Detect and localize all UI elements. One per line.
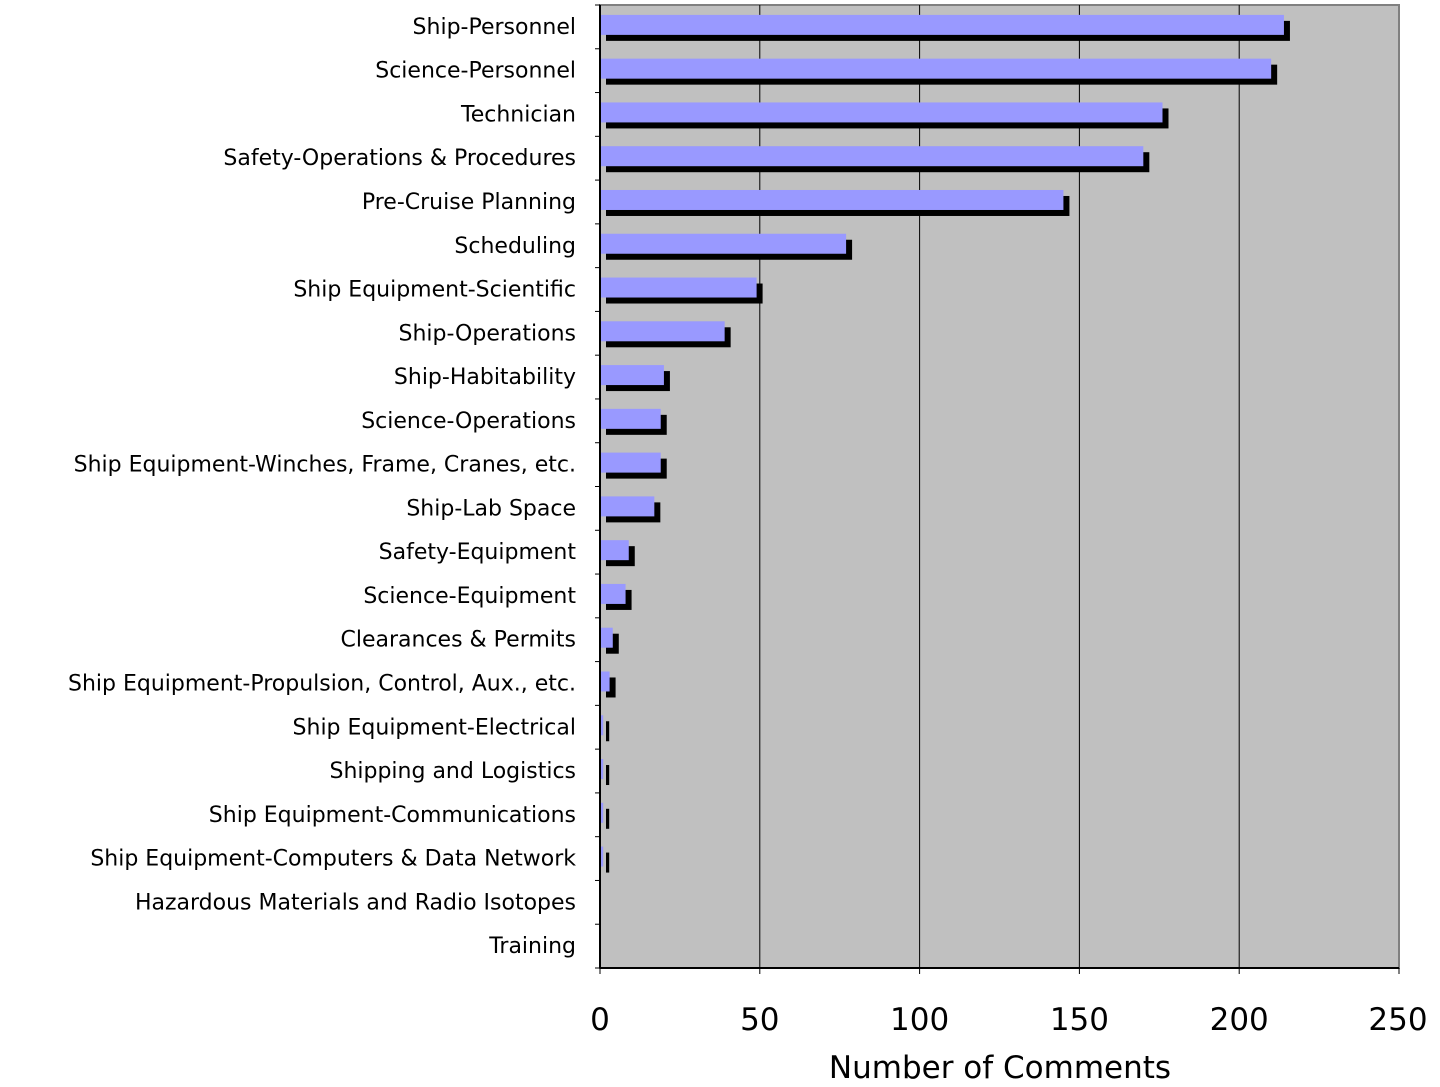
bar	[600, 583, 626, 604]
bar	[600, 58, 1272, 79]
category-label: Ship Equipment-Computers & Data Network	[90, 847, 576, 872]
category-label: Ship Equipment-Winches, Frame, Cranes, e…	[74, 453, 576, 478]
category-label: Ship-Operations	[399, 321, 576, 346]
category-label: Clearances & Permits	[340, 628, 576, 653]
category-label: Ship-Lab Space	[406, 496, 576, 521]
bar	[600, 321, 725, 342]
bar	[600, 102, 1163, 123]
category-labels: Ship-Personnel Science-Personnel Technicia…	[68, 15, 576, 959]
bar-shadow	[606, 721, 610, 742]
bar	[600, 540, 629, 561]
category-label: Hazardous Materials and Radio Isotopes	[135, 890, 576, 915]
axes	[595, 4, 1400, 974]
bar	[600, 408, 661, 429]
bar	[600, 759, 604, 780]
category-label: Ship-Personnel	[413, 15, 576, 40]
category-label: Scheduling	[454, 234, 576, 259]
bar	[600, 627, 613, 648]
bar-shadow	[606, 765, 610, 786]
bars	[600, 14, 1290, 873]
x-tick-label: 50	[740, 1002, 779, 1038]
bar	[600, 671, 610, 692]
bar	[600, 496, 655, 517]
category-label: Ship Equipment-Electrical	[293, 715, 576, 740]
bar	[600, 14, 1284, 35]
category-label: Ship Equipment-Communications	[209, 803, 576, 828]
x-tick-label: 100	[890, 1002, 949, 1038]
category-label: Ship-Habitability	[394, 365, 576, 390]
category-label: Safety-Equipment	[379, 540, 577, 565]
category-label: Science-Equipment	[363, 584, 576, 609]
x-tick-label: 0	[590, 1002, 610, 1038]
x-tick-label: 150	[1050, 1002, 1109, 1038]
bar	[600, 189, 1064, 210]
category-label: Training	[488, 934, 576, 959]
category-label: Shipping and Logistics	[329, 759, 576, 784]
bar-shadow	[606, 808, 610, 829]
category-label: Technician	[460, 102, 576, 127]
bar	[600, 277, 757, 298]
bar	[600, 452, 661, 473]
bar	[600, 846, 604, 867]
bar	[600, 715, 604, 736]
x-axis-title: Number of Comments	[829, 1050, 1171, 1086]
bar-shadow	[606, 677, 616, 698]
bar	[600, 233, 847, 254]
category-label: Safety-Operations & Procedures	[223, 146, 576, 171]
x-tick-label: 250	[1368, 1002, 1427, 1038]
x-tick-labels: 0 50 100 150 200 250	[590, 1002, 1427, 1038]
category-label: Science-Operations	[361, 409, 576, 434]
bar	[600, 365, 664, 386]
category-label: Science-Personnel	[375, 59, 576, 84]
bar-shadow	[606, 852, 610, 873]
category-label: Pre-Cruise Planning	[362, 190, 576, 215]
category-label: Ship Equipment-Propulsion, Control, Aux.…	[68, 671, 576, 696]
bar	[600, 146, 1144, 167]
category-label: Ship Equipment-Scientific	[293, 278, 576, 303]
bar	[600, 802, 604, 823]
x-tick-label: 200	[1210, 1002, 1269, 1038]
